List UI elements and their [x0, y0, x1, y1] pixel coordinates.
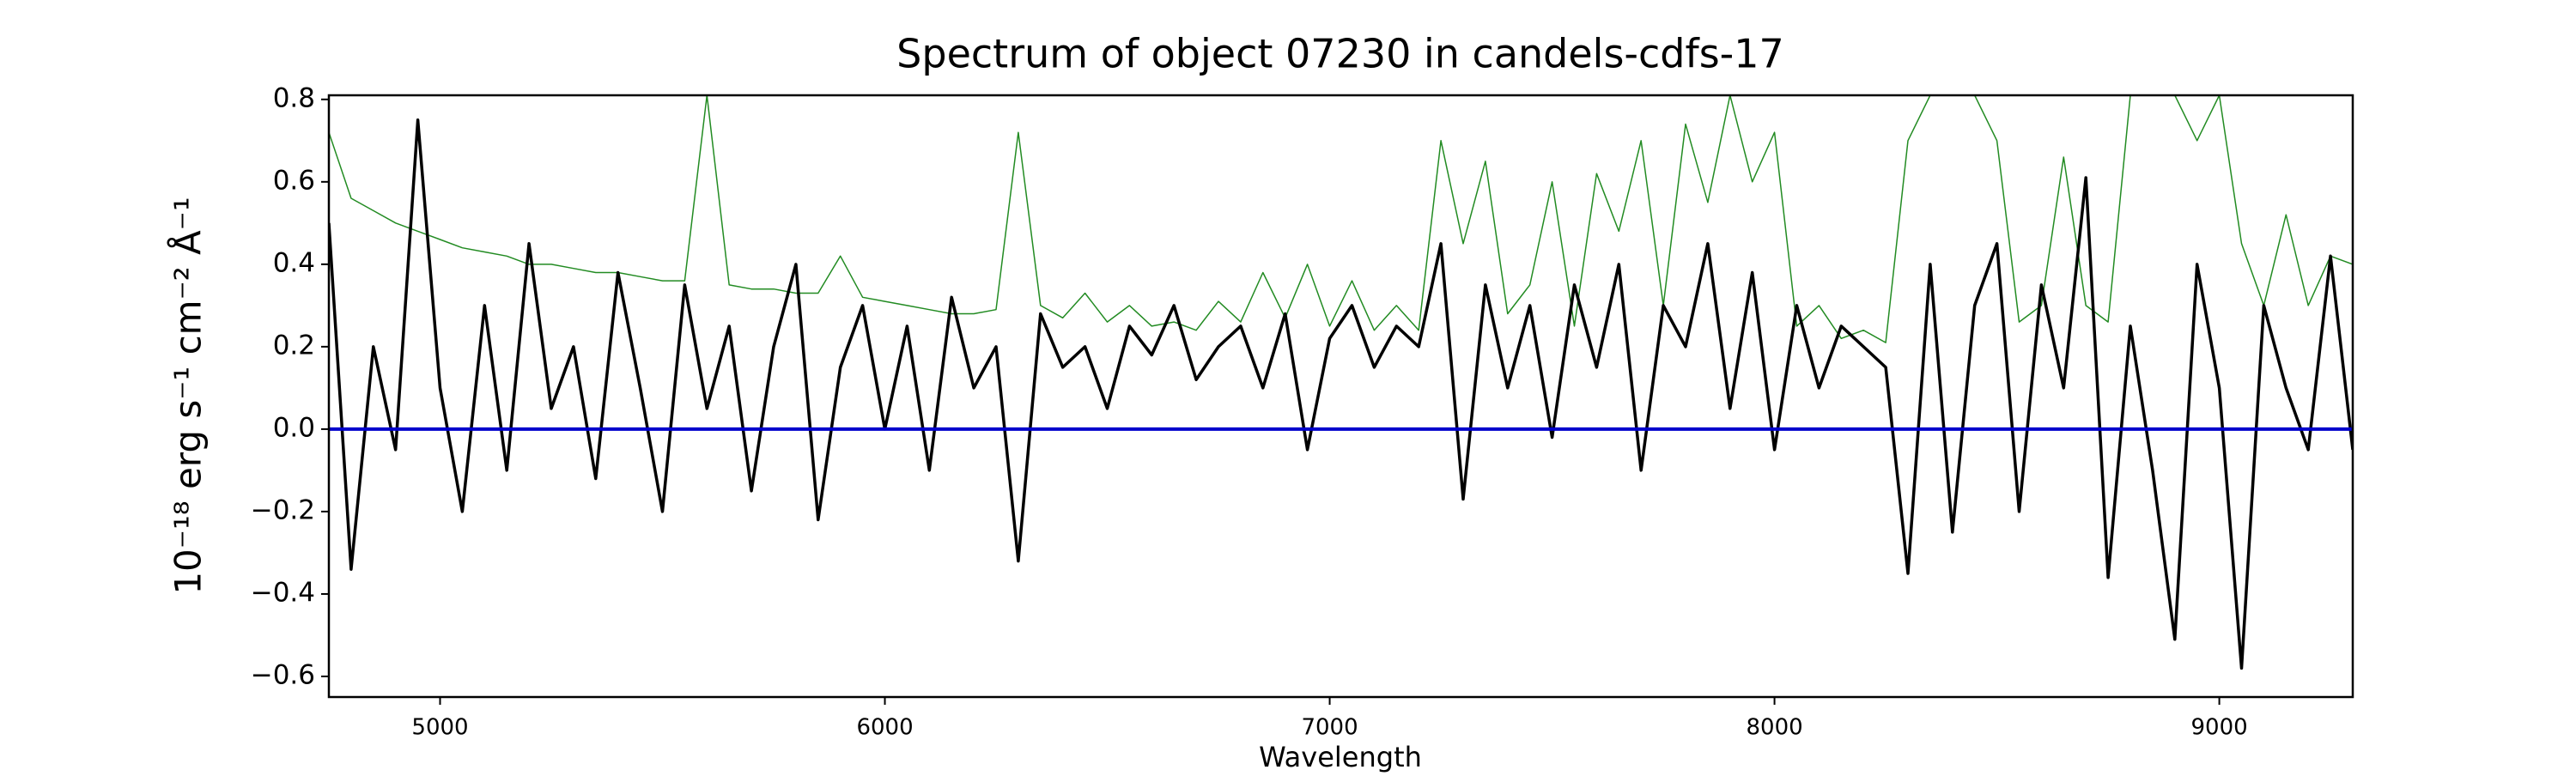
y-tick-label: −0.6	[251, 659, 315, 690]
y-tick-label: −0.4	[251, 577, 315, 608]
y-tick-label: 0.8	[273, 82, 315, 113]
y-axis-label: 10⁻¹⁸ erg s⁻¹ cm⁻² Å⁻¹	[167, 197, 210, 594]
x-tick-label: 5000	[411, 715, 468, 741]
plot-area	[329, 95, 2353, 670]
x-tick-label: 7000	[1301, 715, 1358, 741]
spectrum-line	[329, 118, 2353, 670]
y-tick-label: −0.2	[251, 494, 315, 525]
y-tick-label: 0.2	[273, 330, 315, 361]
y-tick-label: 0.6	[273, 165, 315, 196]
x-tick-label: 6000	[856, 715, 913, 741]
y-tick-label: 0.4	[273, 247, 315, 278]
x-tick-label: 8000	[1746, 715, 1802, 741]
axes-frame	[327, 94, 2354, 699]
chart-title: Spectrum of object 07230 in candels-cdfs…	[896, 31, 1784, 77]
y-tick-label: 0.0	[273, 412, 315, 443]
spectrum-line	[329, 95, 2353, 343]
x-tick-label: 9000	[2191, 715, 2248, 741]
x-axis-label: Wavelength	[1259, 741, 1422, 773]
